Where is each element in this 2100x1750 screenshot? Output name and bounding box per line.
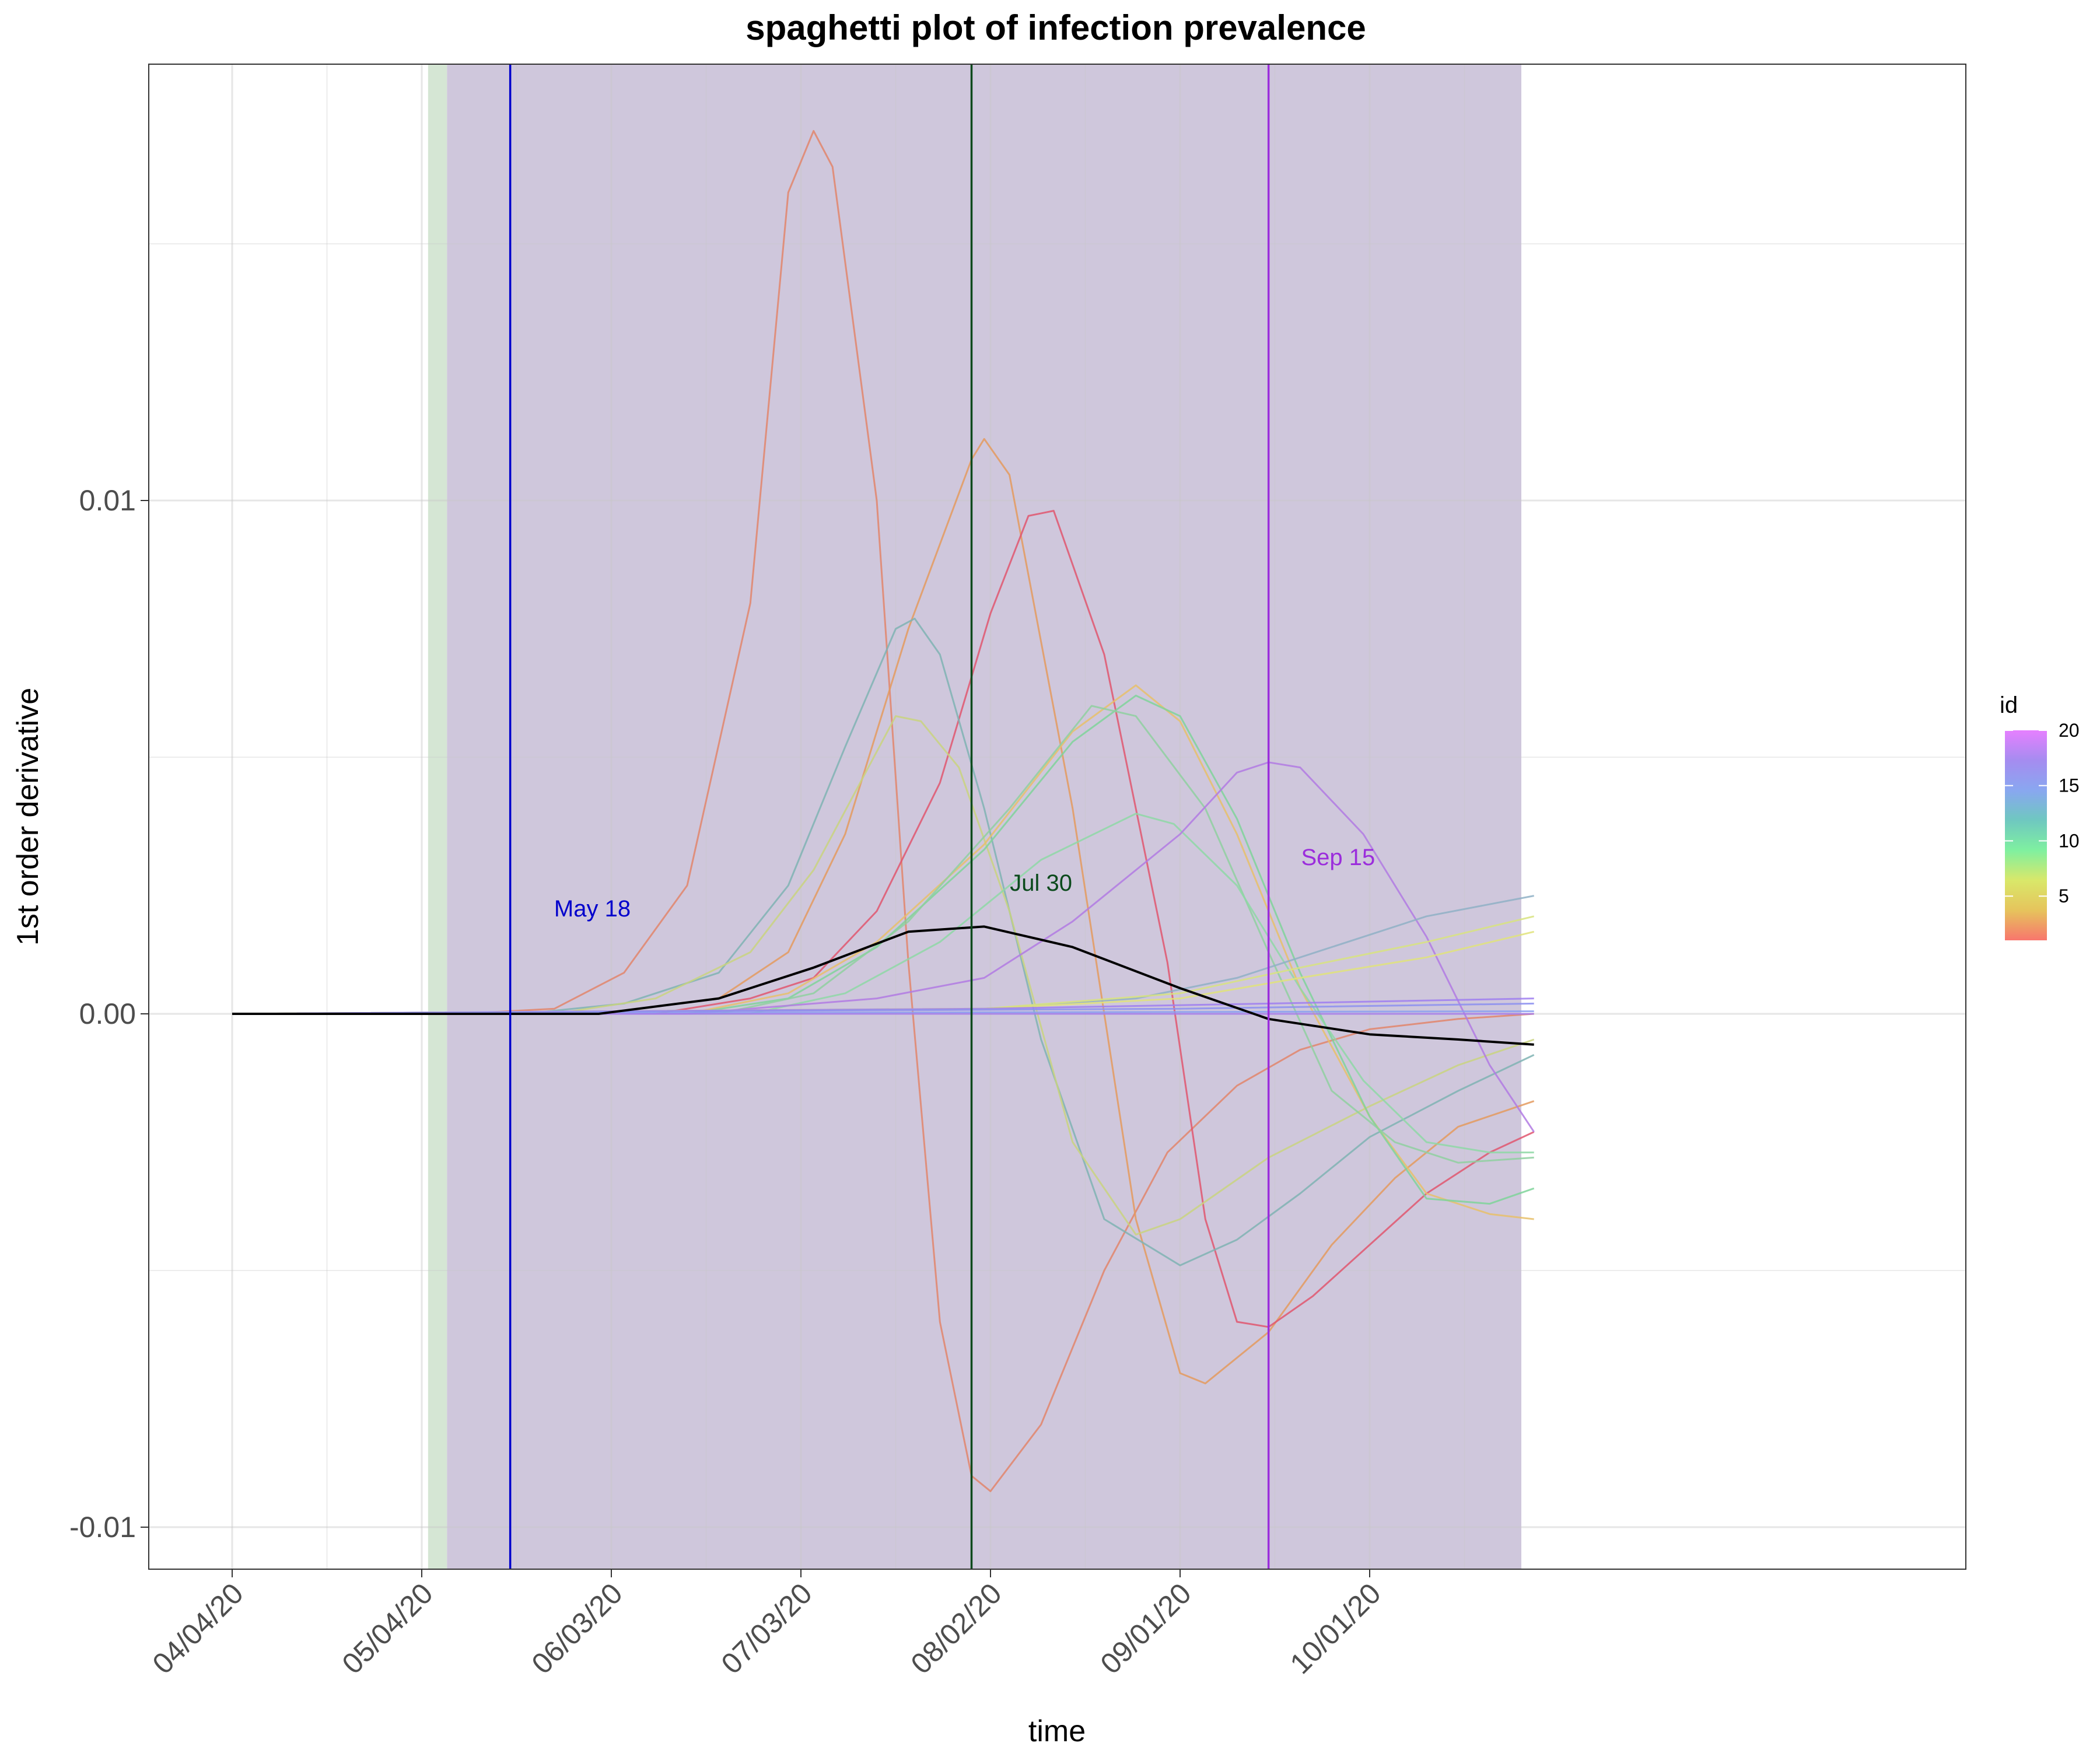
x-tick-label-1: 04/04/20	[146, 1577, 250, 1680]
series-line-2	[232, 438, 1535, 1385]
chart-title: spaghetti plot of infection prevalence	[746, 8, 1366, 47]
shaded-region-2	[447, 64, 1522, 1569]
series-line-7	[232, 694, 1535, 1205]
legend: id 5 10 15 20	[2000, 692, 2080, 940]
mean-line	[232, 925, 1534, 1046]
legend-label-2: 10	[2059, 830, 2080, 851]
legend-label-3: 15	[2059, 775, 2080, 796]
series-line-5	[232, 715, 1535, 1236]
x-tick-label-7: 10/01/20	[1284, 1577, 1387, 1680]
series-line-6	[232, 684, 1534, 1220]
x-tick-label-4: 07/03/20	[715, 1577, 818, 1680]
series-lines	[232, 130, 1535, 1492]
x-axis-title: time	[1028, 1714, 1086, 1748]
legend-colorbar	[2005, 730, 2047, 940]
series-line-15	[232, 1002, 1534, 1015]
y-tick-label-3: -0.01	[69, 1511, 136, 1544]
vline-label-3: Sep 15	[1301, 845, 1375, 870]
x-tick-label-5: 08/02/20	[905, 1577, 1008, 1680]
x-tick-label-3: 06/03/20	[526, 1577, 629, 1680]
shaded-region-1	[428, 64, 447, 1569]
legend-label-4: 20	[2059, 720, 2080, 741]
x-axis-ticks: 04/04/20 05/04/20 06/03/20 07/03/20 08/02/20…	[146, 1569, 1387, 1680]
series-line-8	[232, 705, 1534, 1164]
legend-title: id	[2000, 692, 2018, 718]
y-tick-label-2: 0.00	[79, 998, 136, 1030]
y-axis-title: 1st order derivative	[11, 688, 45, 946]
y-axis-ticks: 0.01 0.00 -0.01	[69, 484, 149, 1544]
reference-lines: May 18 Jul 30 Sep 15	[509, 64, 1375, 1569]
vline-label-2: Jul 30	[1010, 870, 1072, 896]
x-tick-label-2: 05/04/20	[336, 1577, 439, 1680]
y-tick-label-1: 0.01	[79, 484, 136, 517]
series-line-10	[232, 761, 1535, 1133]
grid-lines	[149, 64, 1966, 1569]
legend-label-1: 5	[2059, 886, 2069, 907]
series-line-9	[232, 813, 1534, 1154]
plot-panel-border	[148, 64, 1966, 1570]
shaded-regions	[428, 64, 1522, 1569]
x-tick-label-6: 09/01/20	[1094, 1577, 1198, 1680]
vline-label-1: May 18	[554, 896, 631, 922]
series-line-4	[232, 617, 1535, 1266]
